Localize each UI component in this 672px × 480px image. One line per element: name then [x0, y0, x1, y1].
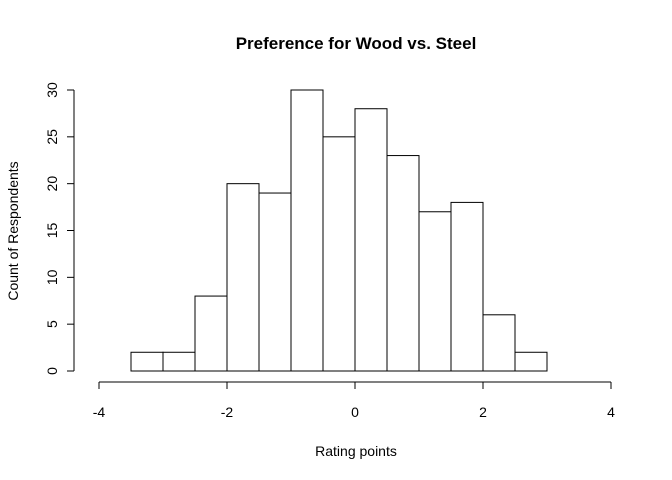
chart-title: Preference for Wood vs. Steel: [236, 34, 477, 53]
x-axis-label: Rating points: [315, 443, 397, 459]
histogram-bar: [162, 351, 196, 372]
y-axis: 0 5 10 15 20 25 30: [44, 82, 75, 375]
y-tick-label: 20: [44, 176, 60, 192]
histogram-bar: [290, 89, 324, 372]
histogram-bar: [418, 211, 452, 372]
y-tick-label: 25: [44, 129, 60, 145]
y-tick-label: 5: [44, 320, 60, 328]
x-tick-label: 2: [479, 404, 487, 420]
y-tick-label: 10: [44, 269, 60, 285]
histogram-bar: [450, 201, 484, 372]
y-tick-label: 0: [44, 367, 60, 375]
x-tick-label: -2: [221, 404, 234, 420]
x-axis: -4 -2 0 2 4: [93, 381, 615, 420]
histogram-bar: [354, 108, 388, 372]
histogram-bar: [386, 155, 420, 372]
histogram-bar: [194, 295, 228, 372]
histogram-bar: [482, 314, 516, 372]
histogram-bar: [226, 183, 260, 372]
y-tick-label: 30: [44, 82, 60, 98]
y-tick-label: 15: [44, 223, 60, 239]
x-tick-label: 0: [351, 404, 359, 420]
bars-group: [130, 89, 548, 372]
histogram-bar: [258, 192, 292, 372]
x-tick-label: 4: [607, 404, 615, 420]
histogram-bar: [514, 351, 548, 372]
histogram-bar: [130, 351, 164, 372]
y-axis-label: Count of Respondents: [5, 161, 21, 300]
x-tick-label: -4: [93, 404, 106, 420]
histogram-bar: [322, 136, 356, 372]
